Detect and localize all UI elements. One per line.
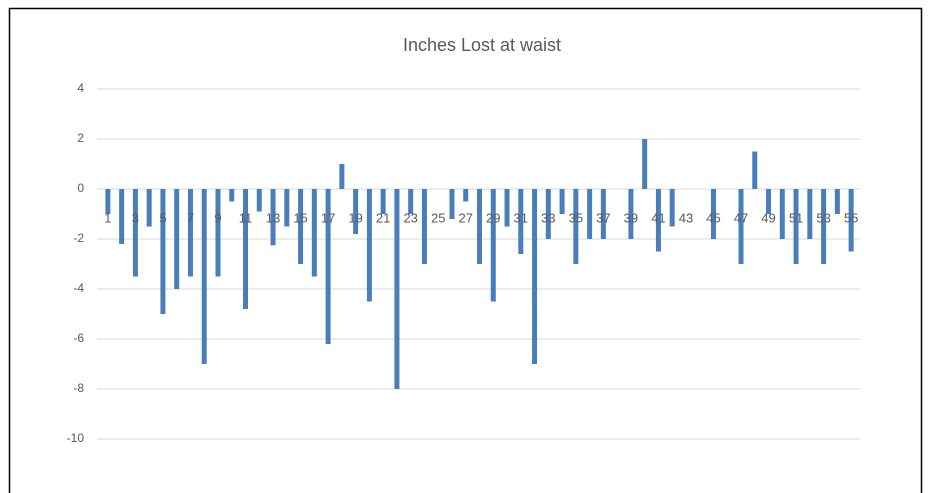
bar	[256, 189, 262, 212]
chart-frame	[8, 7, 923, 493]
y-tick-label: -2	[73, 231, 84, 245]
y-tick-label: -8	[73, 381, 84, 395]
bar	[215, 189, 221, 277]
x-tick-label: 25	[431, 210, 445, 225]
bar	[380, 189, 386, 214]
bar	[532, 189, 538, 364]
bar	[628, 189, 634, 239]
x-tick-label: 39	[624, 210, 638, 225]
x-tick-label: 17	[321, 210, 335, 225]
bar	[766, 189, 772, 214]
bar	[325, 189, 331, 344]
bar	[710, 189, 716, 239]
x-tick-label: 41	[651, 210, 665, 225]
x-tick-label: 21	[376, 210, 390, 225]
bar	[559, 189, 565, 214]
y-tick-label: 0	[77, 181, 84, 195]
x-tick-label: 43	[679, 210, 693, 225]
bar	[270, 189, 276, 246]
bar	[793, 189, 799, 264]
bar	[174, 189, 180, 289]
bar	[834, 189, 840, 214]
bar	[311, 189, 317, 277]
y-tick-label: -6	[73, 331, 84, 345]
bar	[298, 189, 304, 264]
bar	[201, 189, 207, 364]
y-tick-label: 4	[77, 81, 84, 95]
x-tick-label: 33	[541, 210, 555, 225]
bar	[848, 189, 854, 252]
x-tick-label: 55	[844, 210, 858, 225]
bar	[587, 189, 593, 239]
chart-title: Inches Lost at waist	[403, 35, 561, 55]
y-tick-label: 2	[77, 131, 84, 145]
x-tick-label: 45	[706, 210, 720, 225]
x-tick-label: 29	[486, 210, 500, 225]
y-tick-label: -10	[67, 431, 85, 445]
x-tick-label: 53	[816, 210, 830, 225]
x-tick-label: 5	[159, 210, 166, 225]
bar	[119, 189, 125, 244]
bar	[504, 189, 510, 227]
bar	[518, 189, 524, 254]
x-tick-label: 1	[104, 210, 111, 225]
x-tick-label: 23	[403, 210, 417, 225]
bar	[490, 189, 496, 302]
bar	[738, 189, 744, 264]
x-tick-label: 35	[569, 210, 583, 225]
x-tick-label: 15	[293, 210, 307, 225]
bar	[600, 189, 606, 239]
bar	[545, 189, 551, 239]
x-tick-label: 47	[734, 210, 748, 225]
x-tick-label: 7	[187, 210, 194, 225]
bar	[752, 151, 758, 189]
bar	[655, 189, 661, 252]
x-tick-label: 37	[596, 210, 610, 225]
bar	[573, 189, 579, 264]
bar	[105, 189, 111, 214]
bar	[394, 189, 400, 389]
bar	[339, 164, 345, 189]
x-tick-label: 9	[214, 210, 221, 225]
x-tick-label: 31	[514, 210, 528, 225]
x-tick-label: 3	[132, 210, 139, 225]
bar	[132, 189, 138, 277]
bar	[669, 189, 675, 227]
x-tick-label: 51	[789, 210, 803, 225]
x-tick-label: 13	[266, 210, 280, 225]
bar	[353, 189, 359, 234]
bar	[463, 189, 469, 202]
x-tick-label: 19	[348, 210, 362, 225]
bar	[821, 189, 827, 264]
bar	[229, 189, 235, 202]
bar	[408, 189, 414, 214]
bar	[284, 189, 290, 227]
bar	[160, 189, 166, 314]
bar	[366, 189, 372, 302]
x-tick-label: 27	[459, 210, 473, 225]
bar	[477, 189, 482, 264]
bar	[807, 189, 813, 239]
bar	[449, 189, 455, 219]
bar	[779, 189, 785, 239]
bar	[642, 139, 648, 189]
bar	[421, 189, 427, 264]
bar	[187, 189, 193, 277]
bar	[146, 189, 152, 227]
x-tick-label: 49	[761, 210, 775, 225]
x-tick-label: 11	[239, 210, 253, 225]
y-tick-label: -4	[73, 281, 84, 295]
bar	[243, 189, 249, 309]
